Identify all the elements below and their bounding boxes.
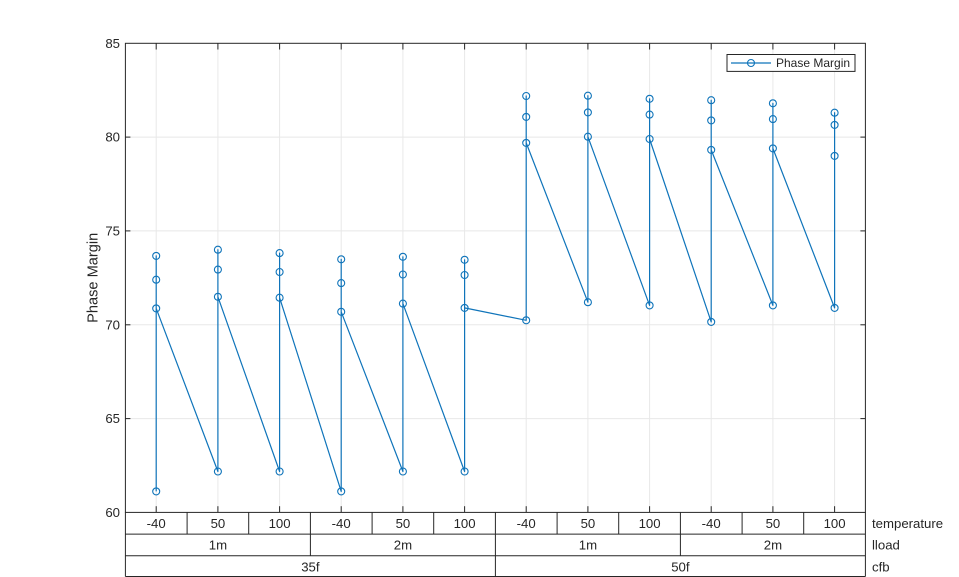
- svg-text:50: 50: [766, 516, 781, 531]
- svg-text:50f: 50f: [671, 559, 690, 574]
- svg-text:-40: -40: [702, 516, 721, 531]
- svg-text:100: 100: [639, 516, 661, 531]
- svg-text:80: 80: [105, 130, 120, 145]
- svg-text:65: 65: [105, 411, 120, 426]
- svg-text:lload: lload: [872, 538, 900, 553]
- svg-text:50: 50: [211, 516, 226, 531]
- svg-text:temperature: temperature: [872, 516, 943, 531]
- svg-text:2m: 2m: [394, 538, 412, 553]
- svg-text:75: 75: [105, 223, 120, 238]
- svg-text:50: 50: [396, 516, 411, 531]
- svg-text:60: 60: [105, 505, 120, 520]
- svg-text:2m: 2m: [764, 538, 782, 553]
- svg-text:100: 100: [269, 516, 291, 531]
- svg-text:1m: 1m: [209, 538, 227, 553]
- svg-text:-40: -40: [332, 516, 351, 531]
- svg-text:70: 70: [105, 317, 120, 332]
- svg-text:Phase Margin: Phase Margin: [86, 233, 102, 323]
- svg-text:1m: 1m: [579, 538, 597, 553]
- svg-text:100: 100: [454, 516, 476, 531]
- svg-text:85: 85: [105, 36, 120, 51]
- svg-text:100: 100: [824, 516, 846, 531]
- svg-text:cfb: cfb: [872, 559, 890, 574]
- svg-text:-40: -40: [517, 516, 536, 531]
- svg-text:50: 50: [581, 516, 596, 531]
- svg-text:Phase Margin: Phase Margin: [776, 56, 850, 70]
- svg-text:-40: -40: [147, 516, 166, 531]
- svg-text:35f: 35f: [301, 559, 320, 574]
